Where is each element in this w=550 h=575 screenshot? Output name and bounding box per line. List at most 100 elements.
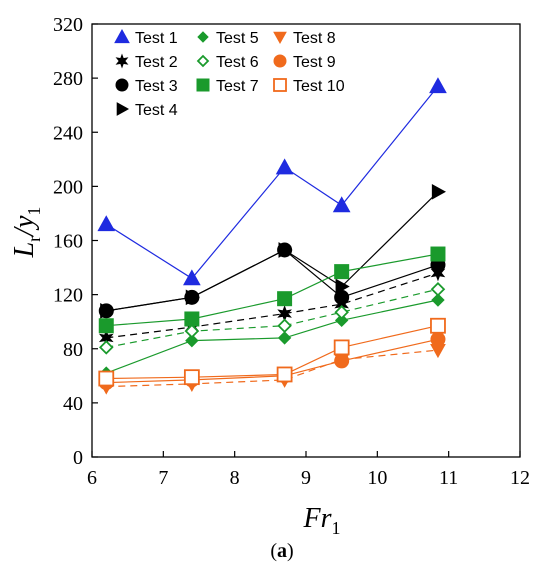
axes: 6 7 8 9 10 11 12 0 40 80 120 160 200 240 280 320 (53, 14, 530, 489)
data-point-test-1 (275, 158, 294, 175)
data-point-test-1 (429, 77, 447, 94)
legend-marker-test-6 (196, 54, 210, 68)
legend-label: Test 4 (135, 102, 178, 119)
legend-item-test-10: Test 10 (273, 78, 345, 95)
series-line-test-7 (106, 253, 439, 327)
x-tick-label: 9 (301, 467, 311, 489)
series-line-test-9 (106, 338, 439, 384)
data-point-test-7 (277, 291, 293, 307)
legend-marker-test-7 (196, 78, 210, 92)
data-point-test-10 (430, 317, 446, 334)
series-test-3 (98, 242, 446, 319)
legend-label: Test 10 (293, 78, 345, 95)
series-test-1 (97, 77, 447, 286)
legend-item-test-3: Test 3 (115, 78, 178, 95)
data-point-test-7 (334, 264, 350, 280)
data-point-test-4 (431, 183, 446, 200)
legend-item-test-4: Test 4 (116, 102, 178, 119)
caption-close: ) (287, 540, 294, 562)
series-test-9 (98, 331, 446, 391)
legend-item-test-2: Test 2 (115, 53, 178, 71)
data-point-test-7 (430, 246, 446, 262)
series-test-7 (98, 246, 446, 334)
series-test-2 (98, 264, 446, 347)
legend-marker-test-9 (273, 54, 287, 68)
data-point-test-2 (277, 305, 292, 323)
data-point-test-9 (430, 331, 446, 347)
legend-label: Test 5 (216, 30, 259, 47)
legend-label: Test 6 (216, 54, 259, 71)
y-tick-label: 200 (53, 176, 83, 198)
series-test-10 (98, 317, 446, 387)
x-axis-title: Fr1 (303, 503, 341, 538)
legend-item-test-8: Test 8 (273, 30, 336, 47)
y-tick-label: 320 (53, 14, 83, 36)
series-line-test-10 (106, 325, 439, 380)
data-point-test-6 (184, 323, 200, 339)
data-point-test-6 (334, 304, 349, 320)
data-point-test-6 (98, 340, 114, 355)
legend-label: Test 7 (216, 78, 259, 95)
y-tick-label: 240 (53, 122, 83, 144)
legend-marker-test-2 (115, 53, 129, 69)
legend-marker-test-10 (273, 78, 287, 92)
legend-label: Test 1 (135, 30, 178, 47)
series-test-4 (100, 183, 446, 319)
x-tick-label: 8 (230, 467, 240, 489)
data-point-test-6 (430, 281, 446, 297)
y-tick-label: 0 (73, 447, 83, 469)
data-point-test-10 (333, 339, 350, 356)
data-point-test-1 (97, 215, 116, 232)
series-test-5 (99, 293, 445, 380)
caption-open: ( (270, 540, 277, 562)
y-tick-label: 280 (53, 68, 83, 90)
data-point-test-9 (334, 353, 350, 369)
series-test-8 (98, 344, 446, 395)
legend-marker-test-5 (197, 31, 209, 43)
legend-label: Test 3 (135, 78, 178, 95)
y-axis-title-sub2: 1 (24, 207, 44, 216)
figure-caption: (a) (270, 540, 293, 562)
series-layer (97, 77, 447, 395)
legend-label: Test 8 (293, 30, 336, 47)
legend-item-test-1: Test 1 (114, 28, 178, 47)
y-tick-label: 40 (63, 393, 83, 415)
legend-item-test-6: Test 6 (196, 54, 259, 71)
legend-label: Test 9 (293, 54, 336, 71)
y-tick-label: 80 (63, 339, 83, 361)
data-point-test-10 (98, 370, 115, 387)
caption-letter: a (277, 540, 287, 562)
y-axis-title-slash: /y (9, 215, 40, 238)
data-point-test-10 (276, 366, 293, 383)
data-point-test-4 (278, 242, 293, 258)
data-point-test-4 (335, 278, 350, 295)
legend-label: Test 2 (135, 54, 178, 71)
data-point-test-2 (430, 264, 446, 282)
legend: Test 1 Test 2 Test 3 Test 4 Test 5 Test 6 Test… (114, 28, 345, 119)
y-ticks: 0 40 80 120 160 200 240 280 320 (53, 14, 98, 469)
data-point-test-5 (431, 293, 445, 307)
legend-marker-test-8 (273, 31, 287, 45)
x-tick-label: 6 (87, 467, 97, 489)
data-point-test-1 (183, 269, 201, 286)
data-point-test-4 (185, 289, 200, 306)
legend-marker-test-1 (114, 28, 130, 44)
data-point-test-7 (98, 318, 114, 334)
data-point-test-5 (334, 313, 349, 328)
x-tick-label: 10 (367, 467, 387, 489)
data-point-test-5 (185, 333, 199, 348)
legend-marker-test-4 (116, 102, 130, 116)
x-tick-label: 7 (158, 467, 168, 489)
legend-item-test-7: Test 7 (196, 78, 259, 95)
x-tick-label: 11 (439, 467, 458, 489)
legend-item-test-5: Test 5 (197, 30, 259, 47)
data-point-test-6 (277, 318, 292, 334)
x-axis-title-sub: 1 (332, 518, 341, 538)
data-point-test-5 (277, 331, 292, 345)
x-axis-title-main: Fr (303, 503, 332, 534)
legend-item-test-9: Test 9 (273, 54, 336, 71)
x-tick-label: 12 (510, 467, 530, 489)
legend-marker-test-3 (115, 78, 129, 92)
data-point-test-10 (183, 369, 200, 386)
